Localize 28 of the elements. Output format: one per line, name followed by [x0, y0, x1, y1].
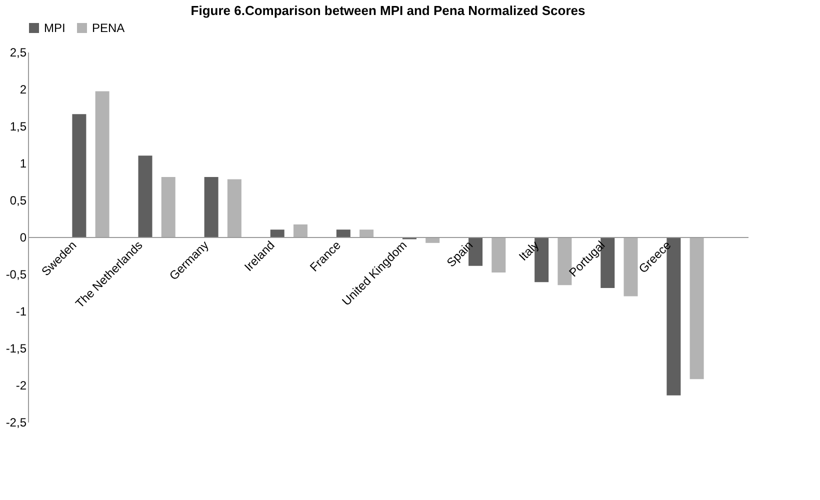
bar: [336, 230, 350, 237]
y-tick-label: 1,5: [10, 120, 27, 134]
legend-label: PENA: [92, 21, 125, 35]
bar: [293, 224, 308, 237]
y-tick-label: -2,5: [6, 416, 27, 430]
legend-label: MPI: [44, 21, 66, 35]
bar: [492, 237, 506, 273]
bar: [204, 177, 218, 237]
y-tick-label: 0,5: [10, 194, 27, 208]
chart-title: Figure 6.Comparison between MPI and Pena Normalized Scores: [190, 3, 586, 18]
y-tick-label: 0: [20, 230, 27, 244]
y-tick-label: -1,5: [6, 342, 27, 356]
x-tick-label: Italy: [516, 238, 542, 264]
y-tick-label: -2: [16, 378, 27, 392]
bar: [138, 156, 152, 237]
bar: [690, 237, 704, 380]
y-tick-label: 2: [20, 82, 27, 96]
bar: [227, 179, 242, 237]
bar: [161, 177, 176, 237]
bar: [95, 91, 110, 237]
bar: [624, 237, 638, 296]
y-tick-label: 1: [20, 156, 27, 170]
y-tick-label: -1: [16, 304, 27, 318]
bar: [360, 230, 374, 237]
y-tick-label: -0,5: [6, 268, 27, 282]
bar: [72, 114, 86, 237]
y-tick-label: 2,5: [10, 46, 27, 60]
bar: [270, 230, 284, 237]
